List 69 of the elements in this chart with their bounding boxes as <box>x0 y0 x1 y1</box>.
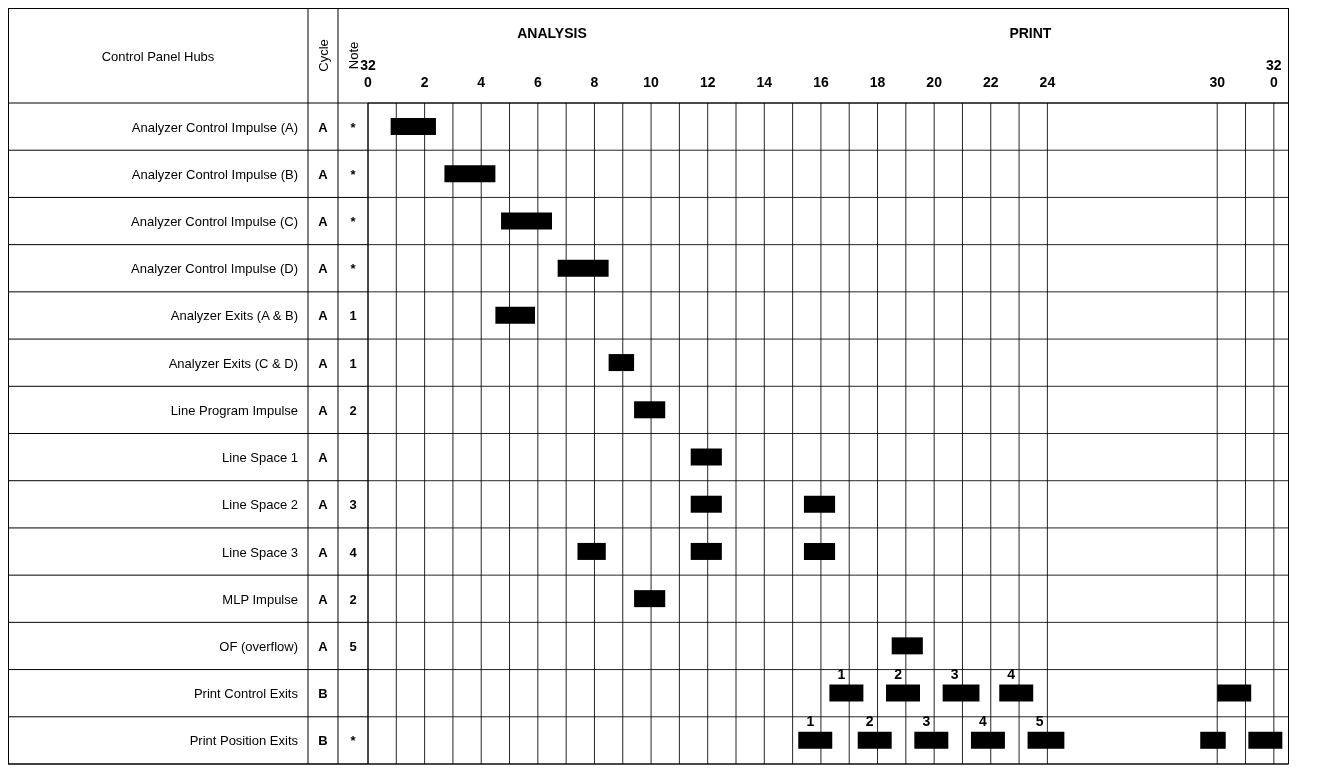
text: A <box>318 261 329 277</box>
x-tick-label: 2 <box>420 74 429 90</box>
y2-tick-label: * <box>350 733 357 749</box>
text: A <box>318 638 329 654</box>
x-tick-label: 30 <box>1209 74 1226 90</box>
annotation: 2 <box>894 665 903 682</box>
text: Control Panel Hubs <box>101 48 215 64</box>
y-tick-label: Line Space 3 <box>222 544 298 560</box>
x-tick-label: 12 <box>699 74 716 90</box>
y2-tick-label: * <box>350 214 357 230</box>
y-tick-label: MLP Impulse <box>222 591 298 607</box>
annotation: 1 <box>837 665 846 682</box>
y-tick-label: Analyzer Exits (C & D) <box>168 355 298 371</box>
text: PRINT <box>1009 25 1052 41</box>
y-tick-label: Line Space 1 <box>222 450 298 466</box>
text: A <box>318 544 329 560</box>
annotation: 4 <box>1007 665 1016 682</box>
x-tick-label: 18 <box>869 74 886 90</box>
x-tick-label: 8 <box>590 74 599 90</box>
text: ANALYSIS <box>517 25 587 41</box>
annotation: 1 <box>806 712 815 729</box>
y-tick-label: Analyzer Control Impulse (B) <box>131 166 298 182</box>
x-tick-label: 6 <box>533 74 542 90</box>
y2-tick-label: 2 <box>349 402 357 418</box>
text: A <box>318 591 329 607</box>
y2-tick-label: * <box>350 119 357 135</box>
y-tick-label: Analyzer Control Impulse (A) <box>131 119 298 135</box>
text: A <box>318 497 329 513</box>
y-tick-label: Line Program Impulse <box>170 402 298 418</box>
text: A <box>318 402 329 418</box>
y-tick-label: Print Position Exits <box>189 733 299 749</box>
y2-tick-label: * <box>350 166 357 182</box>
text: A <box>318 214 329 230</box>
annotation: 3 <box>922 712 931 729</box>
x-tick-label: 22 <box>982 74 999 90</box>
text: A <box>318 119 329 135</box>
text: Cycle <box>316 39 331 72</box>
y2-tick-label: 4 <box>349 544 358 560</box>
y2-tick-label: 2 <box>349 591 357 607</box>
y-tick-label: OF (overflow) <box>219 638 298 654</box>
y-tick-label: Line Space 2 <box>222 497 298 513</box>
text: A <box>318 166 329 182</box>
y2-tick-label: * <box>350 261 357 277</box>
x-tick-label: 16 <box>813 74 829 90</box>
text: B <box>318 686 328 702</box>
x-tick-label: 32 0 <box>360 57 376 90</box>
y2-tick-label: 5 <box>349 638 357 654</box>
annotation: 4 <box>979 712 988 729</box>
y-tick-label: Analyzer Exits (A & B) <box>170 308 298 324</box>
y-tick-label: Analyzer Control Impulse (D) <box>131 261 298 277</box>
x-tick-label: 24 <box>1039 74 1056 90</box>
y-tick-label: Print Control Exits <box>193 686 299 702</box>
y2-tick-label: 1 <box>349 308 357 324</box>
text: Note <box>346 41 361 70</box>
x-tick-label: 14 <box>756 74 773 90</box>
annotation: 3 <box>950 665 959 682</box>
x-tick-label: 4 <box>477 74 486 90</box>
text: B <box>318 733 328 749</box>
y-tick-label: Analyzer Control Impulse (C) <box>131 214 298 230</box>
text: A <box>318 308 329 324</box>
x-tick-label: 32 0 <box>1266 57 1282 90</box>
x-tick-label: 10 <box>643 74 660 90</box>
x-tick-label: 20 <box>926 74 943 90</box>
annotation: 2 <box>865 712 874 729</box>
text: A <box>318 355 329 371</box>
y2-tick-label: 3 <box>349 497 357 513</box>
text: A <box>318 450 329 466</box>
annotation: 5 <box>1035 712 1044 729</box>
y2-tick-label: 1 <box>349 355 357 371</box>
